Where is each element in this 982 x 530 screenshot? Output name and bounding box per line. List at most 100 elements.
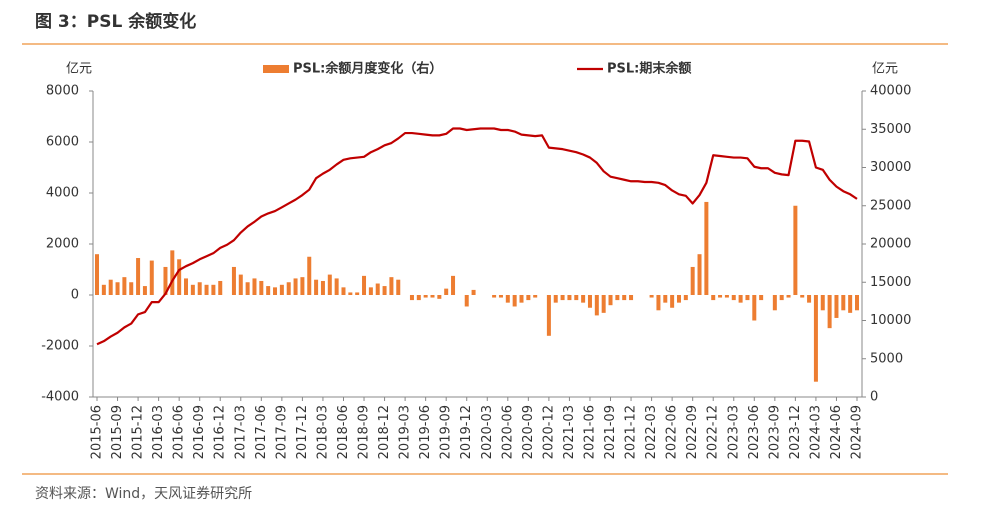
bar xyxy=(738,295,743,303)
bar xyxy=(368,287,373,295)
x-tick-label: 2019-06 xyxy=(418,405,433,459)
bar xyxy=(197,282,202,295)
bar xyxy=(752,295,757,321)
x-tick-label: 2019-03 xyxy=(398,405,413,459)
bar xyxy=(745,295,750,301)
bar xyxy=(779,295,784,301)
bar xyxy=(622,295,627,301)
bar xyxy=(252,278,257,295)
bar xyxy=(690,266,695,295)
bar xyxy=(122,277,127,295)
bar xyxy=(129,282,134,295)
bar xyxy=(704,201,709,295)
bar xyxy=(293,278,298,295)
bar xyxy=(136,258,141,295)
x-tick-label: 2015-12 xyxy=(131,405,146,459)
x-tick-label: 2016-03 xyxy=(151,405,166,459)
x-tick-label: 2019-12 xyxy=(459,405,474,459)
bar xyxy=(649,295,654,298)
legend-label: PSL:余额月度变化（右） xyxy=(293,61,442,77)
bar xyxy=(505,295,510,303)
x-tick-label: 2018-03 xyxy=(315,405,330,459)
y-tick-label: 4000 xyxy=(46,186,79,201)
bar xyxy=(697,254,702,295)
y2-tick-label: 35000 xyxy=(870,122,911,137)
bar xyxy=(451,275,456,295)
bar xyxy=(231,266,236,295)
x-tick-label: 2021-03 xyxy=(562,405,577,459)
y2-tick-label: 20000 xyxy=(870,237,911,252)
bar xyxy=(348,292,353,295)
y2-tick-label: 15000 xyxy=(870,275,911,290)
bar xyxy=(786,295,791,298)
x-tick-label: 2023-03 xyxy=(726,405,741,459)
bar xyxy=(553,295,558,303)
bar xyxy=(533,295,538,298)
bar xyxy=(574,295,579,301)
bar xyxy=(841,295,846,311)
bar xyxy=(800,295,805,298)
bar xyxy=(683,295,688,301)
x-tick-label: 2018-12 xyxy=(377,405,392,459)
bar xyxy=(334,278,339,295)
y-unit: 亿元 xyxy=(66,62,92,77)
bar xyxy=(375,283,380,295)
bar xyxy=(423,295,428,298)
bar xyxy=(512,295,517,307)
bar xyxy=(608,295,613,306)
bar xyxy=(95,254,99,295)
x-tick-label: 2023-06 xyxy=(747,405,762,459)
chart-title: 图 3：PSL 余额变化 xyxy=(35,11,196,32)
bar xyxy=(594,295,599,316)
bar xyxy=(498,295,503,298)
bar xyxy=(259,280,264,295)
bar xyxy=(759,295,764,301)
y-tick-label: 2000 xyxy=(46,237,79,252)
bar xyxy=(279,284,284,295)
bar xyxy=(567,295,572,301)
bar xyxy=(286,282,291,295)
bar xyxy=(663,295,668,303)
bar xyxy=(218,280,223,295)
bar xyxy=(772,295,777,311)
bar xyxy=(827,295,832,329)
bar xyxy=(601,295,606,313)
bar xyxy=(430,295,435,298)
bar xyxy=(464,295,469,307)
x-tick-label: 2016-12 xyxy=(213,405,228,459)
bar xyxy=(560,295,565,301)
x-tick-label: 2021-06 xyxy=(582,405,597,459)
bar xyxy=(416,295,421,301)
bar xyxy=(266,286,271,295)
legend-label: PSL:期末余额 xyxy=(607,61,691,77)
line xyxy=(96,127,858,346)
bar xyxy=(437,295,442,299)
bar xyxy=(204,284,209,295)
bar xyxy=(362,275,367,295)
bar xyxy=(184,278,189,295)
bar xyxy=(834,295,839,318)
x-tick-label: 2022-09 xyxy=(685,405,700,459)
y2-tick-label: 40000 xyxy=(870,84,911,99)
x-tick-label: 2015-09 xyxy=(110,405,125,459)
bar xyxy=(320,280,325,295)
bar xyxy=(526,295,531,301)
x-tick-label: 2019-09 xyxy=(439,405,454,459)
legend-swatch xyxy=(263,65,289,73)
bar xyxy=(793,205,798,295)
bar xyxy=(581,295,586,303)
bar xyxy=(101,284,106,295)
bar xyxy=(115,282,120,295)
bar xyxy=(718,295,723,298)
bar xyxy=(245,282,250,295)
y2-tick-label: 10000 xyxy=(870,313,911,328)
bar xyxy=(142,286,147,295)
x-tick-label: 2021-12 xyxy=(624,405,639,459)
x-tick-label: 2020-03 xyxy=(480,405,495,459)
bar xyxy=(211,284,216,295)
source-note: 资料来源：Wind，天风证券研究所 xyxy=(35,486,252,502)
x-tick-label: 2016-09 xyxy=(192,405,207,459)
bar xyxy=(108,279,113,295)
bar xyxy=(149,260,154,295)
